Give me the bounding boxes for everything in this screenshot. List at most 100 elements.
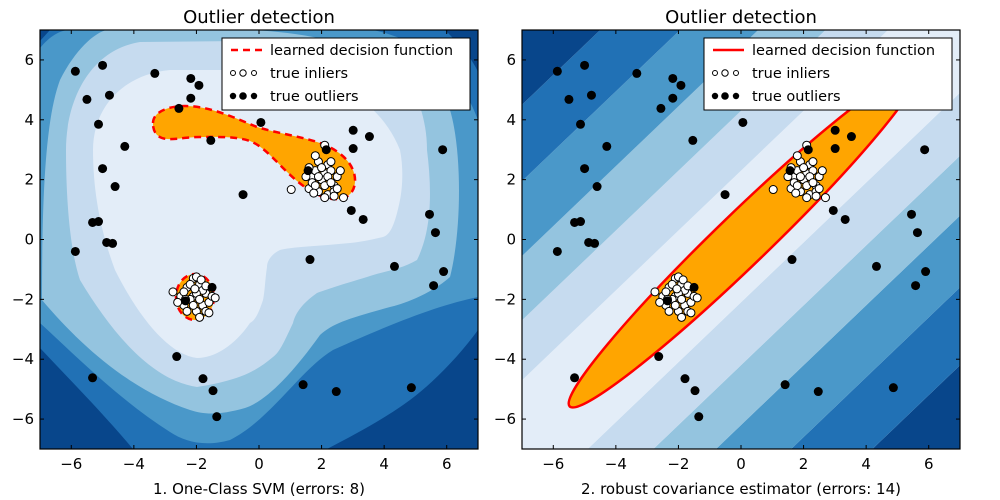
contour-band [522, 30, 680, 182]
outlier-point [564, 94, 574, 104]
x-tick-label: 2 [799, 455, 809, 473]
outlier-point [88, 373, 98, 383]
outlier-point [830, 144, 840, 154]
inlier-point [310, 181, 320, 191]
inlier-point [173, 297, 183, 307]
inlier-point [808, 157, 818, 167]
outlier-point [438, 145, 448, 155]
inlier-point [686, 308, 696, 318]
outlier-point [94, 119, 104, 129]
outlier-point [694, 412, 704, 422]
y-tick-label: −2 [494, 290, 516, 308]
y-tick-label: −2 [12, 290, 34, 308]
legend: learned decision function true inliers tru… [221, 37, 471, 111]
outlier-point [98, 164, 108, 174]
outlier-point [321, 145, 331, 155]
outlier-point [576, 119, 586, 129]
outlier-point [346, 205, 356, 215]
x-tick-label: 2 [317, 455, 327, 473]
outlier-point [206, 135, 216, 145]
y-tick-label: 4 [24, 111, 34, 129]
outlier-point [787, 255, 797, 265]
outlier-point [406, 383, 416, 393]
chart-title: Outlier detection [665, 7, 817, 28]
inlier-point [204, 308, 214, 318]
outlier-point [552, 66, 562, 76]
outlier-point [298, 380, 308, 390]
legend-outlier-marker [711, 92, 719, 100]
outlier-point [688, 135, 698, 145]
outlier-point [104, 90, 114, 100]
outlier-point [150, 68, 160, 78]
legend-inlier-marker [251, 70, 257, 76]
legend-box [221, 37, 471, 111]
outlier-point [785, 166, 795, 176]
outlier-point [632, 68, 642, 78]
outlier-point [212, 412, 222, 422]
inlier-point [188, 300, 198, 310]
y-tick-label: 6 [24, 51, 34, 69]
outlier-point [668, 93, 678, 103]
x-tick-label: −4 [123, 455, 145, 473]
outlier-point [668, 73, 678, 83]
subplot-robust-covariance: Outlier detection −6 6 −4 4 −2 2 0 0 2 −2 4 −4 6 −6 le… [494, 7, 961, 498]
outlier-point [828, 205, 838, 215]
outlier-point [662, 296, 672, 306]
y-tick-label: 2 [506, 171, 516, 189]
outlier-point [439, 267, 449, 277]
inlier-point [768, 185, 778, 195]
inlier-point [168, 287, 178, 297]
inlier-point [313, 172, 323, 182]
inlier-point [329, 191, 339, 201]
contour-band [522, 30, 759, 256]
outlier-point [389, 261, 399, 271]
inlier-point [820, 193, 830, 203]
outlier-point [364, 132, 374, 142]
inlier-point [791, 188, 801, 198]
inlier-point [210, 293, 220, 303]
inlier-point [196, 275, 206, 285]
outlier-point [690, 386, 700, 396]
legend-label: true inliers [270, 66, 348, 82]
x-axis-label: 2. robust covariance estimator (errors: … [581, 480, 901, 498]
outlier-point [358, 214, 368, 224]
x-tick-label: 4 [861, 455, 871, 473]
y-tick-label: 0 [24, 231, 34, 249]
inlier-point [808, 178, 818, 188]
outlier-point [120, 141, 130, 151]
inlier-point [326, 157, 336, 167]
outlier-point [592, 182, 602, 192]
outlier-point [689, 282, 699, 292]
y-tick-label: −4 [12, 350, 34, 368]
legend-label: true inliers [752, 66, 830, 82]
outlier-point [888, 383, 898, 393]
x-tick-label: 0 [254, 455, 264, 473]
outlier-point [207, 282, 217, 292]
inlier-point [317, 163, 327, 173]
inlier-point [692, 293, 702, 303]
scatter-points [552, 60, 931, 422]
outlier-point [921, 267, 931, 277]
inlier-point [792, 181, 802, 191]
outlier-point [780, 380, 790, 390]
y-tick-label: −6 [12, 410, 34, 428]
legend-inlier-marker [733, 70, 739, 76]
legend-outlier-marker [721, 92, 729, 100]
inlier-point [811, 191, 821, 201]
outlier-point [186, 93, 196, 103]
contour-band [716, 215, 960, 449]
outlier-point [586, 90, 596, 100]
inlier-point [817, 166, 827, 176]
inlier-point [672, 284, 682, 294]
outlier-point [911, 281, 921, 291]
outlier-point [186, 73, 196, 83]
inlier-point [677, 294, 687, 304]
inlier-point [792, 151, 802, 161]
inlier-point [655, 297, 665, 307]
inlier-point [661, 287, 671, 297]
outlier-point [348, 144, 358, 154]
x-tick-label: −6 [60, 455, 82, 473]
y-tick-label: 2 [24, 171, 34, 189]
outlier-point [676, 80, 686, 90]
inlier-point [670, 300, 680, 310]
